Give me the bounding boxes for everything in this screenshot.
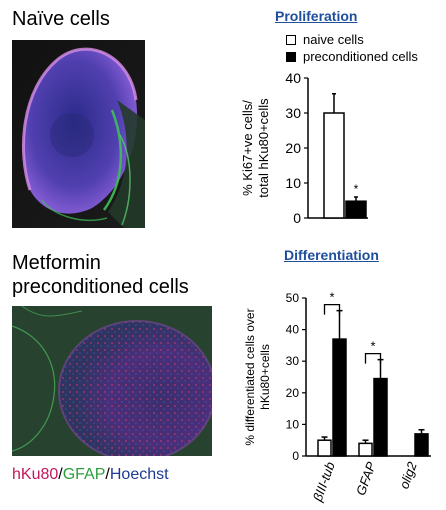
legend-naive: naive cells bbox=[286, 32, 364, 47]
metformin-cells-micrograph bbox=[12, 306, 212, 456]
significance-marker: * bbox=[370, 339, 375, 354]
significance-bracket bbox=[323, 303, 341, 315]
stain-hoechst-label: Hoechst bbox=[109, 466, 169, 483]
significance-marker: * bbox=[354, 182, 359, 196]
y-tick-label: 40 bbox=[285, 70, 301, 86]
y-tick-label: 30 bbox=[285, 105, 301, 121]
differentiation-chart: 0 10 20 30 40 50 % differentiated cells over hK… bbox=[243, 290, 431, 504]
bar-preconditioned bbox=[373, 377, 388, 457]
y-axis-label: % Ki67+ve cells/total hKu80+cells bbox=[240, 98, 271, 198]
stain-separator-2: / bbox=[105, 466, 110, 483]
significance-bracket bbox=[364, 352, 382, 364]
naive-cells-micrograph bbox=[12, 40, 145, 228]
y-tick-label: 10 bbox=[286, 417, 300, 431]
stain-gfap-label: GFAP bbox=[62, 466, 106, 483]
y-axis-label-line1: % differentiated cells over bbox=[243, 308, 257, 445]
x-tick-label: GFAP bbox=[353, 460, 379, 498]
significance-marker: * bbox=[329, 290, 334, 305]
legend-preconditioned: preconditioned cells bbox=[286, 49, 418, 64]
y-tick-label: 0 bbox=[293, 210, 301, 226]
y-tick-label: 0 bbox=[292, 449, 299, 463]
bar-preconditioned bbox=[332, 338, 347, 457]
bar-naive bbox=[358, 442, 373, 457]
y-axis-label: % differentiated cells over hKu80+cells bbox=[243, 308, 272, 445]
stain-caption: hKu80/GFAP/Hoechst bbox=[12, 466, 169, 484]
stain-hku80-label: hKu80 bbox=[12, 466, 59, 483]
y-tick-label: 20 bbox=[285, 140, 301, 156]
proliferation-title: Proliferation bbox=[275, 8, 358, 24]
bar-naive bbox=[317, 439, 332, 457]
x-tick-label: olig2 bbox=[396, 459, 420, 491]
bar-naive bbox=[323, 112, 345, 219]
y-tick-label: 50 bbox=[286, 291, 300, 305]
legend-naive-swatch bbox=[286, 34, 296, 45]
x-tick-label: βIII-tub bbox=[309, 460, 337, 504]
bar-preconditioned bbox=[414, 433, 429, 457]
metformin-title-line1: Metformin bbox=[12, 252, 101, 274]
legend-preconditioned-label: preconditioned cells bbox=[303, 49, 418, 64]
y-axis-label-line2: hKu80+cells bbox=[258, 344, 272, 410]
y-axis-label-line2: total hKu80+cells bbox=[256, 98, 271, 198]
y-tick-label: 30 bbox=[286, 354, 300, 368]
proliferation-chart: 0 10 20 30 40 % Ki67+ve cells/total hKu80+cel… bbox=[240, 70, 368, 226]
differentiation-title: Differentiation bbox=[284, 247, 379, 263]
stain-separator-1: / bbox=[58, 466, 63, 483]
y-tick-label: 10 bbox=[285, 175, 301, 191]
bar-preconditioned bbox=[345, 200, 367, 219]
legend-naive-label: naive cells bbox=[303, 32, 364, 47]
naive-cells-title: Naïve cells bbox=[12, 8, 110, 30]
y-tick-label: 20 bbox=[286, 386, 300, 400]
legend-preconditioned-swatch bbox=[286, 51, 296, 62]
metformin-title-line2: preconditioned cells bbox=[12, 276, 189, 298]
y-axis-label-line1: % Ki67+ve cells/ bbox=[240, 100, 255, 196]
y-tick-label: 40 bbox=[286, 323, 300, 337]
